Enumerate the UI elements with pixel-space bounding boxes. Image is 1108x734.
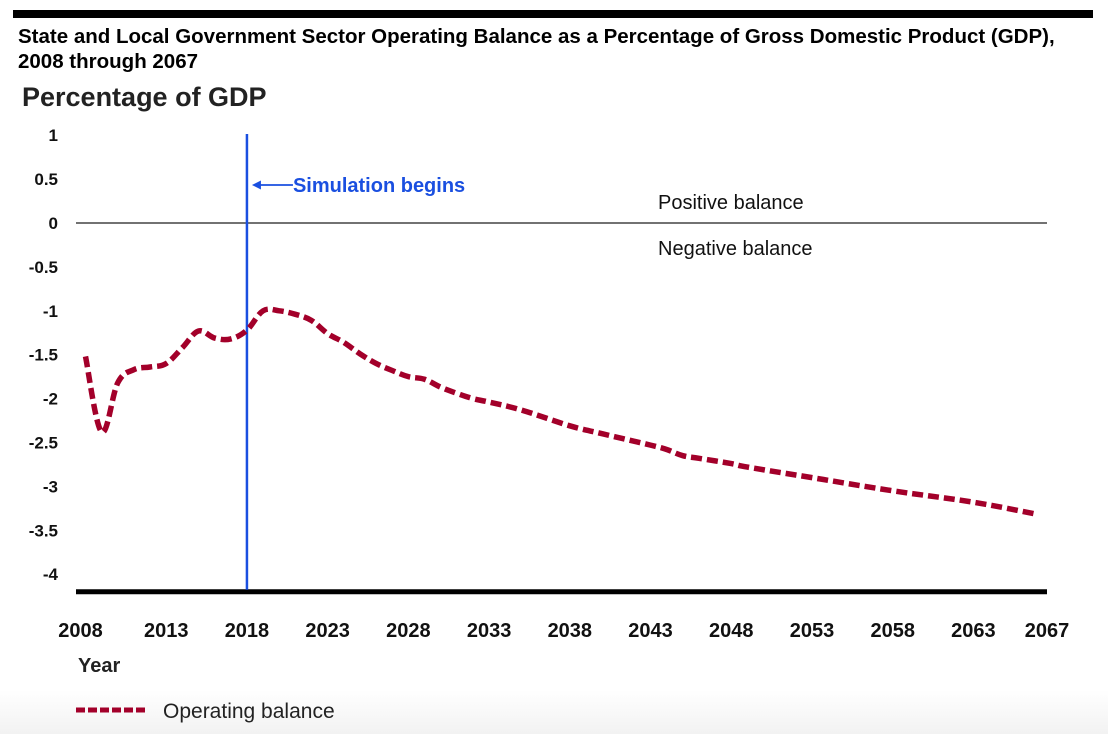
x-tick-label: 2063 xyxy=(951,620,996,642)
top-rule xyxy=(13,10,1093,18)
positive-balance-label: Positive balance xyxy=(658,192,804,214)
x-tick-label: 2048 xyxy=(709,620,754,642)
x-axis-label: Year xyxy=(78,655,120,677)
y-tick-label: 1 xyxy=(49,126,58,145)
y-tick-label: -2.5 xyxy=(29,434,58,453)
y-tick-label: -1.5 xyxy=(29,346,58,365)
series-operating-balance xyxy=(82,306,1039,518)
x-tick-label: 2043 xyxy=(628,620,673,642)
x-tick-label: 2058 xyxy=(870,620,915,642)
negative-balance-label: Negative balance xyxy=(658,238,813,260)
legend: Operating balance xyxy=(76,700,335,723)
x-tick-label: 2067 xyxy=(1025,620,1070,642)
y-tick-label: -1 xyxy=(43,302,58,321)
y-tick-label: -0.5 xyxy=(29,258,58,277)
y-tick-label: 0.5 xyxy=(34,170,58,189)
y-tick-label: -3 xyxy=(43,477,58,496)
y-tick-label: 0 xyxy=(49,214,58,233)
x-axis-ticks: 2008 2013 2018 2023 2028 2033 2038 2043 2048 2053… xyxy=(58,620,1069,642)
y-axis-ticks: 1 0.5 0 -0.5 -1 -1.5 -2 -2.5 -3 -3.5 -4 xyxy=(29,126,59,584)
x-tick-label: 2018 xyxy=(225,620,270,642)
chart-title: State and Local Government Sector Operat… xyxy=(18,25,1055,73)
y-tick-label: -4 xyxy=(43,565,59,584)
y-tick-label: -2 xyxy=(43,390,58,409)
y-tick-label: -3.5 xyxy=(29,521,58,540)
x-tick-label: 2013 xyxy=(144,620,189,642)
x-tick-label: 2028 xyxy=(386,620,431,642)
x-tick-label: 2053 xyxy=(790,620,835,642)
y-axis-title: Percentage of GDP xyxy=(22,82,267,112)
legend-label-operating-balance: Operating balance xyxy=(163,700,335,723)
arrow-left-icon xyxy=(251,180,293,190)
x-tick-label: 2038 xyxy=(548,620,593,642)
x-tick-label: 2008 xyxy=(58,620,103,642)
x-tick-label: 2033 xyxy=(467,620,512,642)
simulation-begins-label: Simulation begins xyxy=(293,175,465,197)
x-tick-label: 2023 xyxy=(305,620,350,642)
